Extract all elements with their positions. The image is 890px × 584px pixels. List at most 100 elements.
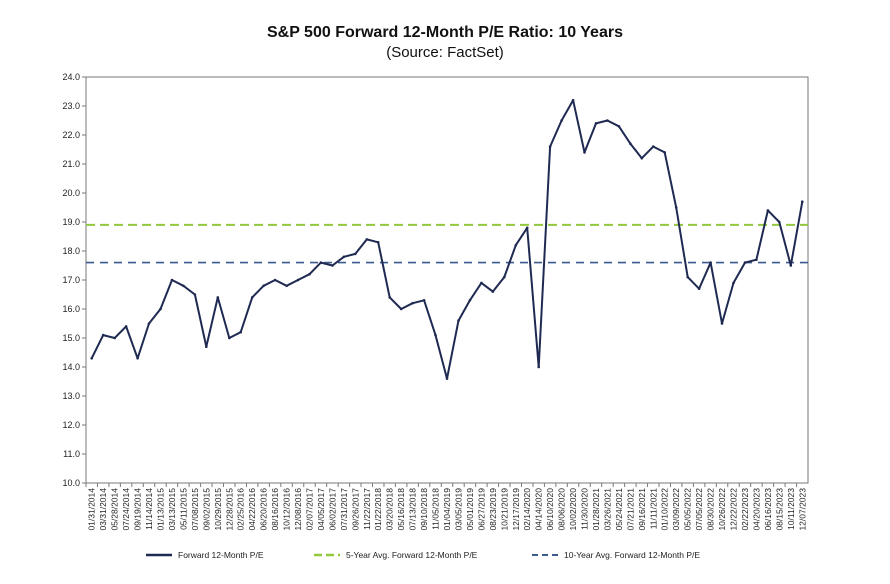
legend-forward-pe-label: Forward 12-Month P/E: [178, 550, 264, 560]
x-tick-label: 02/22/2023: [740, 488, 750, 531]
legend-ten-year-avg-label: 10-Year Avg. Forward 12-Month P/E: [564, 550, 700, 560]
x-tick-label: 09/19/2014: [133, 488, 143, 531]
x-tick-label: 01/04/2019: [442, 488, 452, 531]
y-tick-label: 20.0: [62, 188, 80, 198]
x-tick-label: 06/20/2016: [259, 488, 269, 531]
forward-pe-point: [720, 322, 724, 325]
forward-pe-line: [90, 99, 804, 380]
forward-pe-point: [778, 220, 781, 224]
forward-pe-point: [491, 290, 495, 293]
forward-pe-point: [228, 336, 231, 340]
y-tick-label: 12.0: [62, 420, 80, 430]
x-tick-label: 05/24/2021: [614, 488, 624, 531]
forward-pe-point: [136, 357, 139, 360]
forward-pe-point: [285, 284, 288, 288]
x-tick-label: 09/10/2018: [419, 488, 429, 531]
forward-pe-point: [537, 365, 540, 369]
x-tick-label: 11/30/2020: [580, 488, 590, 530]
x-tick-label: 10/12/2016: [282, 488, 292, 531]
forward-pe-point: [273, 278, 277, 282]
forward-pe-point: [342, 255, 346, 259]
x-tick-label: 04/05/2017: [316, 488, 326, 531]
forward-pe-point: [250, 296, 254, 299]
forward-pe-point: [147, 322, 151, 325]
forward-pe-point: [789, 264, 793, 267]
y-tick-label: 13.0: [62, 391, 80, 401]
forward-pe-point: [124, 325, 128, 328]
forward-pe-point: [193, 293, 197, 296]
x-tick-label: 10/11/2023: [786, 488, 796, 530]
y-tick-label: 11.0: [63, 449, 80, 459]
forward-pe-point: [468, 299, 472, 302]
y-tick-label: 22.0: [62, 130, 80, 140]
forward-pe-point: [606, 119, 609, 122]
x-tick-label: 07/24/2014: [121, 488, 131, 531]
x-tick-label: 05/01/2019: [465, 488, 475, 531]
x-tick-label: 10/29/2015: [213, 488, 223, 531]
x-tick-label: 03/20/2018: [385, 488, 395, 531]
forward-pe-point: [354, 252, 357, 256]
forward-pe-point: [457, 319, 460, 322]
x-tick-label: 08/23/2019: [488, 488, 498, 531]
x-tick-label: 08/15/2023: [774, 488, 784, 531]
x-tick-label: 05/11/2015: [178, 488, 188, 530]
x-tick-label: 04/20/2023: [751, 488, 761, 531]
y-tick-label: 16.0: [62, 304, 80, 314]
x-tick-label: 02/25/2016: [236, 488, 246, 531]
x-tick-label: 11/05/2018: [431, 488, 441, 530]
x-tick-label: 08/30/2022: [706, 488, 716, 531]
forward-pe-point: [296, 278, 300, 282]
x-tick-label: 01/31/2014: [87, 488, 97, 531]
forward-pe-point: [182, 284, 185, 288]
forward-pe-point: [674, 206, 678, 209]
forward-pe-point: [652, 145, 655, 148]
forward-pe-point: [560, 119, 563, 122]
forward-pe-point: [571, 98, 575, 102]
x-tick-label: 10/02/2020: [568, 488, 578, 531]
forward-pe-point: [376, 241, 380, 244]
forward-pe-point: [663, 151, 666, 154]
forward-pe-point: [170, 278, 174, 282]
forward-pe-point: [697, 287, 701, 291]
forward-pe-point: [388, 296, 392, 299]
x-tick-label: 11/14/2014: [144, 488, 154, 530]
x-tick-label: 12/07/2023: [797, 488, 807, 531]
x-tick-label: 10/26/2022: [717, 488, 727, 531]
forward-pe-point: [801, 200, 804, 203]
forward-pe-point: [629, 142, 632, 145]
x-tick-label: 02/14/2020: [522, 488, 532, 531]
y-tick-label: 23.0: [62, 101, 80, 111]
x-tick-label: 12/08/2016: [293, 488, 303, 531]
chart-title: S&P 500 Forward 12-Month P/E Ratio: 10 Y…: [267, 24, 623, 41]
forward-pe-point: [113, 336, 116, 340]
x-tick-label: 12/28/2015: [224, 488, 234, 531]
forward-pe-point: [262, 284, 265, 288]
forward-pe-point: [399, 307, 403, 311]
x-tick-label: 03/09/2022: [671, 488, 681, 531]
legend-five-year-avg-label: 5-Year Avg. Forward 12-Month P/E: [346, 550, 478, 560]
x-tick-label: 02/07/2017: [304, 488, 314, 531]
forward-pe-point: [319, 261, 323, 264]
forward-pe-point: [503, 275, 506, 279]
forward-pe-point: [434, 333, 437, 337]
y-tick-label: 10.0: [62, 478, 80, 488]
x-tick-label: 01/22/2018: [373, 488, 383, 531]
forward-pe-point: [159, 307, 162, 311]
forward-pe-point: [331, 264, 334, 267]
x-tick-label: 06/02/2017: [327, 488, 337, 531]
forward-pe-point: [365, 238, 369, 241]
x-tick-label: 01/28/2021: [591, 488, 601, 531]
x-tick-label: 07/31/2017: [339, 488, 349, 531]
y-tick-label: 15.0: [62, 333, 80, 343]
x-tick-label: 05/16/2018: [396, 488, 406, 531]
forward-pe-point: [766, 209, 770, 212]
x-tick-label: 03/26/2021: [602, 488, 612, 531]
x-tick-label: 09/26/2017: [350, 488, 360, 531]
x-tick-label: 11/11/2021: [648, 488, 658, 530]
x-tick-label: 03/13/2015: [167, 488, 177, 531]
forward-pe-point: [709, 261, 712, 264]
forward-pe-point: [514, 243, 518, 247]
forward-pe-point: [583, 151, 586, 154]
